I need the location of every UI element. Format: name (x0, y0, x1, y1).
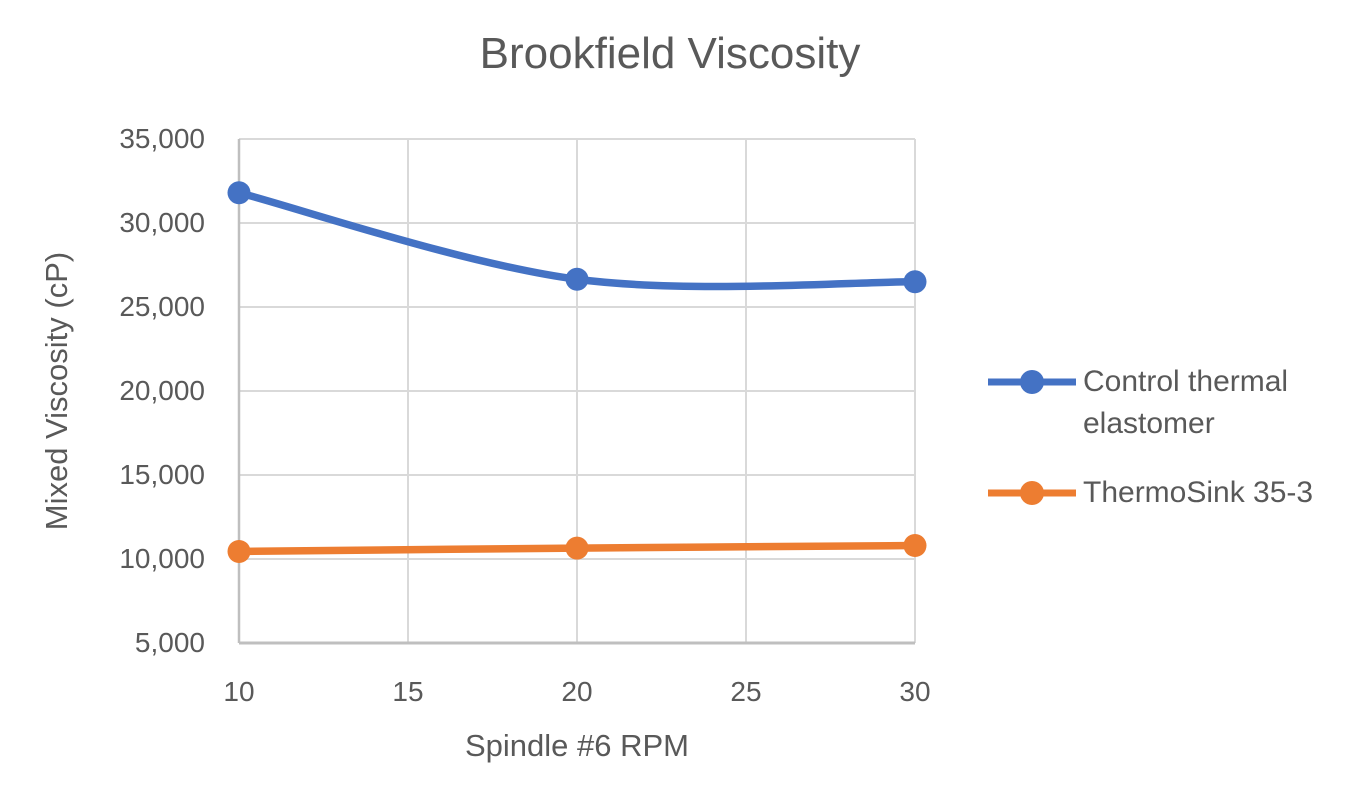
x-tick-label: 20 (561, 676, 593, 707)
x-tick-label: 30 (899, 676, 931, 707)
x-tick-label: 10 (223, 676, 255, 707)
y-tick-label: 5,000 (134, 627, 205, 658)
legend-line-marker-icon (988, 370, 1076, 394)
x-tick-label: 25 (730, 676, 762, 707)
legend-line-marker-icon (988, 481, 1076, 505)
y-tick-label: 35,000 (119, 123, 205, 154)
y-tick-label: 30,000 (119, 207, 205, 238)
chart-title: Brookfield Viscosity (479, 29, 861, 78)
legend-label: Control thermal elastomer (1083, 365, 1289, 440)
legend-item-thermosink-35-3: ThermoSink 35-3 (988, 472, 1313, 514)
y-tick-label: 10,000 (119, 543, 205, 574)
y-tick-label: 15,000 (119, 459, 205, 490)
y-tick-label: 25,000 (119, 291, 205, 322)
x-axis-title: Spindle #6 RPM (464, 728, 689, 763)
legend-item-control-thermal-elastomer: Control thermal elastomer (988, 361, 1345, 445)
y-tick-label: 20,000 (119, 375, 205, 406)
x-tick-label: 15 (392, 676, 424, 707)
legend-label: ThermoSink 35-3 (1083, 476, 1314, 509)
